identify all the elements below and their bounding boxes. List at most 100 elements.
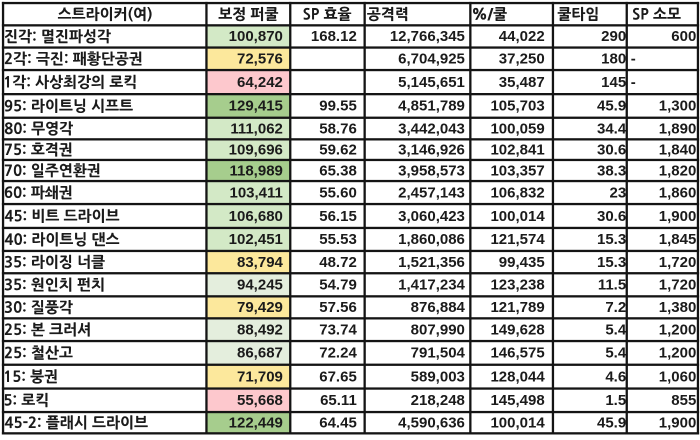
svg-text:55.53: 55.53 xyxy=(319,231,357,248)
svg-text:37,250: 37,250 xyxy=(499,51,545,68)
svg-text:146,575: 146,575 xyxy=(490,345,544,362)
svg-text:145,498: 145,498 xyxy=(490,392,544,409)
svg-text:100,059: 100,059 xyxy=(490,120,544,137)
svg-text:11.5: 11.5 xyxy=(598,277,626,294)
svg-text:71,709: 71,709 xyxy=(237,368,283,385)
svg-text:7.2: 7.2 xyxy=(605,299,626,316)
svg-text:73.74: 73.74 xyxy=(319,321,357,338)
svg-text:129,415: 129,415 xyxy=(229,98,283,115)
svg-text:218,248: 218,248 xyxy=(411,392,465,409)
svg-text:589,003: 589,003 xyxy=(411,368,465,385)
svg-text:94,245: 94,245 xyxy=(237,277,283,294)
svg-text:3,146,926: 3,146,926 xyxy=(398,141,465,158)
svg-text:15.3: 15.3 xyxy=(597,231,626,248)
svg-text:57.56: 57.56 xyxy=(319,299,357,316)
svg-text:109,696: 109,696 xyxy=(229,141,283,158)
svg-text:3,958,573: 3,958,573 xyxy=(398,162,465,179)
svg-text:855: 855 xyxy=(671,392,696,409)
svg-text:100,870: 100,870 xyxy=(229,28,283,45)
svg-text:105,703: 105,703 xyxy=(490,98,544,115)
svg-text:1,860: 1,860 xyxy=(659,184,697,201)
svg-text:791,504: 791,504 xyxy=(411,345,466,362)
svg-text:121,789: 121,789 xyxy=(490,299,544,316)
svg-text:168.12: 168.12 xyxy=(311,28,357,45)
svg-text:111,062: 111,062 xyxy=(230,120,283,137)
svg-text:1,521,356: 1,521,356 xyxy=(398,254,465,271)
svg-text:807,990: 807,990 xyxy=(411,321,465,338)
svg-text:54.79: 54.79 xyxy=(319,277,357,294)
svg-text:122,449: 122,449 xyxy=(229,414,283,431)
svg-text:600: 600 xyxy=(671,28,696,45)
svg-text:1,860,086: 1,860,086 xyxy=(398,231,465,248)
svg-text:44,022: 44,022 xyxy=(499,28,545,45)
svg-text:149,628: 149,628 xyxy=(490,321,544,338)
svg-text:3,442,043: 3,442,043 xyxy=(398,120,465,137)
svg-text:38.3: 38.3 xyxy=(597,162,626,179)
svg-text:23: 23 xyxy=(610,184,627,201)
svg-text:72,576: 72,576 xyxy=(237,51,283,68)
svg-text:4,851,789: 4,851,789 xyxy=(398,98,465,115)
svg-text:100,014: 100,014 xyxy=(490,414,545,431)
svg-text:2,457,143: 2,457,143 xyxy=(398,184,465,201)
svg-text:59.62: 59.62 xyxy=(319,141,357,158)
svg-text:4.6: 4.6 xyxy=(605,368,626,385)
svg-text:64,242: 64,242 xyxy=(237,74,283,91)
svg-text:15.3: 15.3 xyxy=(597,254,626,271)
svg-text:118,989: 118,989 xyxy=(229,162,282,179)
svg-text:55,668: 55,668 xyxy=(237,392,283,409)
svg-text:106,832: 106,832 xyxy=(490,184,544,201)
svg-text:876,884: 876,884 xyxy=(411,299,466,316)
svg-text:1,820: 1,820 xyxy=(659,162,697,179)
svg-text:121,574: 121,574 xyxy=(490,231,545,248)
svg-text:72.24: 72.24 xyxy=(319,345,357,362)
svg-text:1,300: 1,300 xyxy=(659,98,697,115)
svg-text:34.4: 34.4 xyxy=(597,120,627,137)
svg-text:1,417,234: 1,417,234 xyxy=(398,277,465,294)
svg-text:45.9: 45.9 xyxy=(597,98,626,115)
svg-text:1.5: 1.5 xyxy=(605,392,626,409)
svg-text:5.4: 5.4 xyxy=(605,321,627,338)
svg-text:65.11: 65.11 xyxy=(320,392,357,409)
svg-text:1,845: 1,845 xyxy=(659,231,697,248)
svg-text:106,680: 106,680 xyxy=(229,208,283,225)
svg-text:6,704,925: 6,704,925 xyxy=(398,51,465,68)
svg-text:30.6: 30.6 xyxy=(597,141,626,158)
svg-text:145: 145 xyxy=(601,74,626,91)
svg-text:67.65: 67.65 xyxy=(319,368,357,385)
svg-text:100,014: 100,014 xyxy=(490,208,545,225)
svg-text:1,840: 1,840 xyxy=(659,141,697,158)
svg-text:58.76: 58.76 xyxy=(319,120,357,137)
svg-text:12,766,345: 12,766,345 xyxy=(390,28,465,45)
svg-text:5.4: 5.4 xyxy=(605,345,627,362)
svg-text:1,200: 1,200 xyxy=(659,345,697,362)
svg-text:1,900: 1,900 xyxy=(659,208,697,225)
svg-text:3,060,423: 3,060,423 xyxy=(398,208,465,225)
svg-text:1,380: 1,380 xyxy=(659,299,697,316)
svg-text:1,900: 1,900 xyxy=(659,414,697,431)
svg-text:88,492: 88,492 xyxy=(237,321,283,338)
svg-text:123,238: 123,238 xyxy=(490,277,544,294)
svg-text:290: 290 xyxy=(601,28,626,45)
svg-text:1,890: 1,890 xyxy=(659,120,697,137)
svg-text:83,794: 83,794 xyxy=(237,254,284,271)
svg-text:99.55: 99.55 xyxy=(319,98,357,115)
svg-text:-: - xyxy=(631,51,636,68)
svg-text:99,435: 99,435 xyxy=(499,254,545,271)
svg-text:56.15: 56.15 xyxy=(319,208,357,225)
svg-text:5,145,651: 5,145,651 xyxy=(398,74,465,91)
svg-text:79,429: 79,429 xyxy=(237,299,283,316)
svg-text:55.60: 55.60 xyxy=(319,184,357,201)
svg-text:45.9: 45.9 xyxy=(597,414,626,431)
svg-text:128,044: 128,044 xyxy=(490,368,545,385)
svg-text:35,487: 35,487 xyxy=(499,74,545,91)
svg-text:103,411: 103,411 xyxy=(229,184,282,201)
svg-text:102,451: 102,451 xyxy=(229,231,283,248)
svg-text:1,720: 1,720 xyxy=(659,277,697,294)
svg-text:64.45: 64.45 xyxy=(319,414,357,431)
svg-text:65.38: 65.38 xyxy=(319,162,357,179)
svg-text:102,841: 102,841 xyxy=(490,141,544,158)
svg-text:1,200: 1,200 xyxy=(659,321,697,338)
svg-text:30.6: 30.6 xyxy=(597,208,626,225)
svg-text:180: 180 xyxy=(601,51,626,68)
svg-text:4,590,636: 4,590,636 xyxy=(398,414,465,431)
